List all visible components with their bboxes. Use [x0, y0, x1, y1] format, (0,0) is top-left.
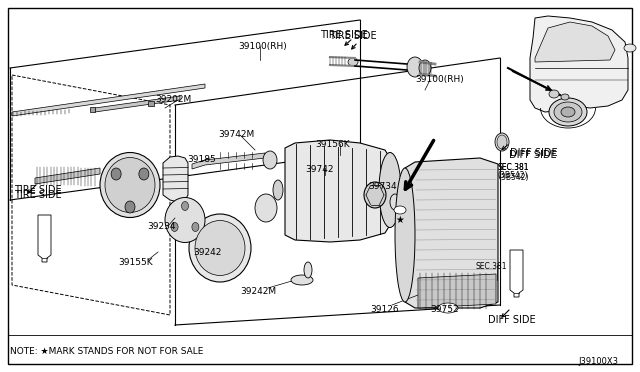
Text: 39155K: 39155K	[118, 258, 152, 267]
Polygon shape	[148, 101, 154, 106]
Ellipse shape	[364, 182, 386, 208]
Ellipse shape	[394, 206, 406, 214]
Polygon shape	[12, 84, 205, 116]
Text: SEC.381: SEC.381	[475, 262, 506, 271]
Ellipse shape	[189, 214, 251, 282]
Text: 39242: 39242	[193, 248, 221, 257]
Text: 39742M: 39742M	[218, 130, 254, 139]
Ellipse shape	[195, 221, 245, 276]
Text: (3B542): (3B542)	[497, 171, 527, 180]
Ellipse shape	[549, 98, 587, 126]
Text: 39734: 39734	[368, 182, 397, 191]
Text: SEC.381: SEC.381	[497, 163, 529, 172]
Text: 39185: 39185	[187, 155, 216, 164]
Ellipse shape	[105, 157, 155, 212]
Polygon shape	[163, 156, 188, 202]
Ellipse shape	[549, 90, 559, 98]
Ellipse shape	[111, 168, 121, 180]
Polygon shape	[510, 250, 523, 297]
Ellipse shape	[348, 58, 358, 66]
Text: DIFF SIDE: DIFF SIDE	[510, 148, 557, 158]
Text: TIRE SIDE: TIRE SIDE	[329, 31, 376, 41]
Text: 39156K: 39156K	[315, 140, 349, 149]
Polygon shape	[38, 215, 51, 262]
Ellipse shape	[192, 222, 199, 231]
Text: 39202M: 39202M	[155, 95, 191, 104]
Text: 39742: 39742	[305, 165, 333, 174]
Text: TIRE SIDE: TIRE SIDE	[14, 190, 61, 200]
Polygon shape	[535, 22, 615, 62]
Polygon shape	[192, 153, 265, 169]
Polygon shape	[95, 96, 180, 112]
Ellipse shape	[554, 102, 582, 122]
Text: DIFF SIDE: DIFF SIDE	[488, 315, 536, 325]
Text: 39100(RH): 39100(RH)	[238, 42, 287, 51]
Ellipse shape	[495, 133, 509, 151]
Polygon shape	[35, 168, 100, 184]
Ellipse shape	[438, 303, 458, 313]
Text: DIFF SIDE: DIFF SIDE	[509, 150, 557, 160]
Ellipse shape	[407, 57, 423, 77]
Text: SEC.381: SEC.381	[498, 163, 529, 172]
Text: 39242M: 39242M	[240, 287, 276, 296]
Polygon shape	[418, 274, 496, 308]
Polygon shape	[530, 16, 628, 112]
Text: ★: ★	[396, 215, 404, 225]
Ellipse shape	[100, 153, 160, 218]
Polygon shape	[405, 158, 498, 308]
Text: 39126: 39126	[370, 305, 399, 314]
Ellipse shape	[125, 201, 135, 213]
Text: TIRE SIDE: TIRE SIDE	[14, 185, 61, 195]
Ellipse shape	[291, 275, 313, 285]
Ellipse shape	[273, 180, 283, 200]
Ellipse shape	[497, 135, 507, 149]
Text: NOTE: ★MARK STANDS FOR NOT FOR SALE: NOTE: ★MARK STANDS FOR NOT FOR SALE	[10, 347, 204, 356]
Text: 39100(RH): 39100(RH)	[415, 75, 464, 84]
Ellipse shape	[165, 198, 205, 243]
Polygon shape	[285, 140, 390, 242]
Ellipse shape	[182, 202, 189, 211]
Polygon shape	[90, 107, 95, 112]
Ellipse shape	[263, 151, 277, 169]
Ellipse shape	[390, 194, 400, 210]
Ellipse shape	[255, 194, 277, 222]
Ellipse shape	[171, 222, 178, 231]
Text: TIRE SIDE: TIRE SIDE	[320, 30, 367, 40]
Text: 39234: 39234	[147, 222, 175, 231]
Ellipse shape	[561, 107, 575, 117]
Ellipse shape	[624, 44, 636, 52]
Text: (3B542): (3B542)	[498, 173, 529, 182]
Ellipse shape	[561, 94, 569, 100]
Ellipse shape	[419, 60, 431, 76]
Ellipse shape	[304, 262, 312, 278]
Ellipse shape	[395, 168, 415, 302]
Ellipse shape	[139, 168, 149, 180]
Text: J39100X3: J39100X3	[578, 357, 618, 366]
Ellipse shape	[379, 153, 401, 228]
Text: 39752: 39752	[430, 305, 459, 314]
